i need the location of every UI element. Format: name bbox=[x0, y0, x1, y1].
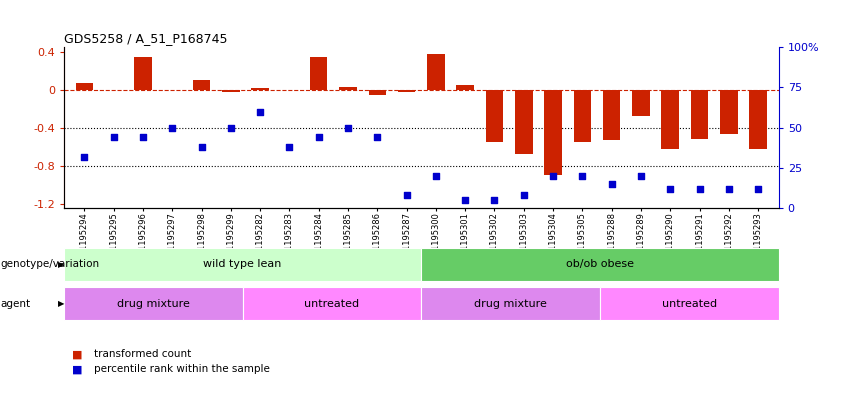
Bar bbox=[486, 90, 503, 142]
Bar bbox=[691, 90, 708, 139]
Point bbox=[254, 108, 267, 115]
Point bbox=[283, 144, 296, 150]
Bar bbox=[515, 90, 533, 154]
Bar bbox=[76, 83, 93, 90]
Bar bbox=[427, 54, 445, 90]
Point bbox=[107, 134, 121, 141]
Point bbox=[722, 186, 735, 192]
Point bbox=[195, 144, 208, 150]
Text: genotype/variation: genotype/variation bbox=[0, 259, 99, 269]
Text: GDS5258 / A_51_P168745: GDS5258 / A_51_P168745 bbox=[64, 31, 227, 44]
Point bbox=[77, 154, 91, 160]
Text: percentile rank within the sample: percentile rank within the sample bbox=[94, 364, 270, 375]
Point bbox=[341, 125, 355, 131]
Point bbox=[575, 173, 589, 179]
Point bbox=[664, 186, 677, 192]
Text: ▶: ▶ bbox=[58, 260, 65, 269]
Point bbox=[400, 192, 414, 198]
Bar bbox=[661, 90, 679, 149]
Bar bbox=[340, 87, 357, 90]
Point bbox=[634, 173, 648, 179]
Text: ■: ■ bbox=[72, 364, 83, 375]
Point bbox=[136, 134, 150, 141]
Bar bbox=[603, 90, 620, 140]
Text: transformed count: transformed count bbox=[94, 349, 191, 360]
Point bbox=[312, 134, 326, 141]
Bar bbox=[750, 90, 767, 149]
Text: untreated: untreated bbox=[305, 299, 359, 309]
Bar bbox=[192, 80, 210, 90]
Text: untreated: untreated bbox=[662, 299, 717, 309]
Point bbox=[224, 125, 237, 131]
Text: ■: ■ bbox=[72, 349, 83, 360]
Bar bbox=[222, 90, 240, 92]
Point bbox=[517, 192, 530, 198]
Bar bbox=[720, 90, 738, 134]
Bar bbox=[456, 85, 474, 90]
Point bbox=[751, 186, 765, 192]
Text: drug mixture: drug mixture bbox=[117, 299, 190, 309]
Point bbox=[459, 197, 472, 204]
Bar bbox=[368, 90, 386, 95]
Bar bbox=[134, 57, 151, 90]
Text: ▶: ▶ bbox=[58, 299, 65, 308]
Bar bbox=[574, 90, 591, 142]
Text: agent: agent bbox=[0, 299, 30, 309]
Point bbox=[693, 186, 706, 192]
Point bbox=[165, 125, 179, 131]
Point bbox=[546, 173, 560, 179]
Bar bbox=[397, 90, 415, 92]
Bar bbox=[545, 90, 562, 175]
Bar bbox=[251, 88, 269, 90]
Point bbox=[370, 134, 384, 141]
Text: drug mixture: drug mixture bbox=[474, 299, 547, 309]
Bar bbox=[632, 90, 650, 116]
Text: ob/ob obese: ob/ob obese bbox=[566, 259, 634, 269]
Text: wild type lean: wild type lean bbox=[203, 259, 282, 269]
Bar bbox=[310, 57, 328, 90]
Point bbox=[605, 181, 619, 187]
Point bbox=[488, 197, 501, 204]
Point bbox=[429, 173, 443, 179]
